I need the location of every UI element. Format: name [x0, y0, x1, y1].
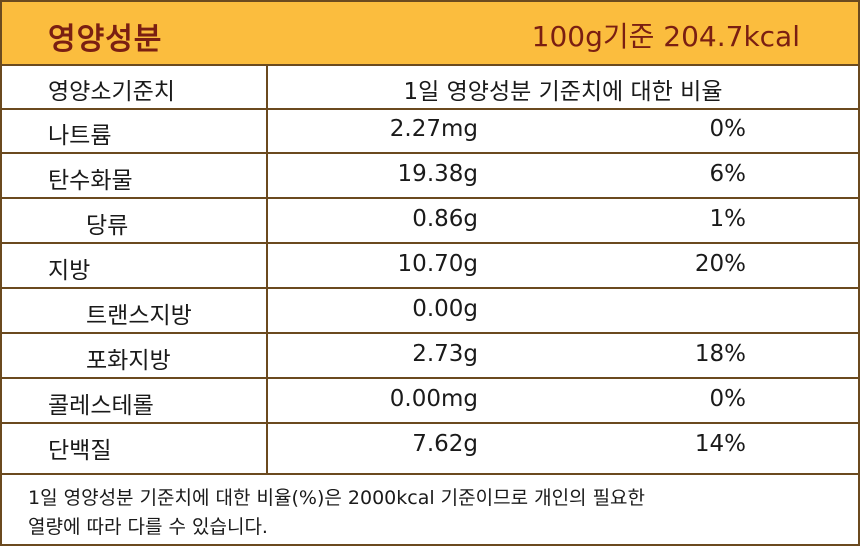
nutrient-name: 지방 — [48, 258, 91, 284]
nutrient-amount: 2.73g — [412, 341, 478, 367]
calorie-basis: 100g기준 204.7kcal — [531, 20, 800, 53]
table-row: 단백질 7.62g 14% — [2, 425, 858, 475]
nutrient-amount: 0.86g — [412, 206, 478, 232]
nutrient-name: 트랜스지방 — [86, 303, 192, 329]
table-row: 포화지방 2.73g 18% — [2, 335, 858, 379]
nutrient-percent: 14% — [694, 431, 746, 457]
nutrient-percent: 18% — [694, 341, 746, 367]
header-label: 영양소기준치 — [48, 79, 175, 105]
table-row: 지방 10.70g 20% — [2, 245, 858, 289]
table-row: 트랜스지방 0.00g — [2, 290, 858, 334]
nutrition-title: 영양성분 — [48, 22, 163, 57]
nutrient-amount: 19.38g — [397, 161, 478, 187]
nutrient-name: 단백질 — [48, 438, 112, 464]
nutrient-name: 포화지방 — [86, 348, 171, 374]
footnote-line: 1일 영양성분 기준치에 대한 비율(%)은 2000kcal 기준이므로 개인… — [28, 487, 646, 509]
table-header-row: 영양소기준치 1일 영양성분 기준치에 대한 비율 — [2, 66, 858, 110]
nutrient-percent: 0% — [709, 116, 747, 142]
nutrient-amount: 2.27mg — [389, 116, 478, 142]
header-ratio: 1일 영양성분 기준치에 대한 비율 — [403, 79, 723, 105]
nutrient-percent: 6% — [709, 161, 747, 187]
nutrient-name: 나트륨 — [48, 123, 112, 149]
nutrient-amount: 0.00g — [412, 296, 478, 322]
nutrient-name: 탄수화물 — [48, 168, 133, 194]
nutrient-percent: 0% — [709, 386, 747, 412]
footnote-line: 열량에 따라 다를 수 있습니다. — [28, 516, 268, 538]
table-row: 나트륨 2.27mg 0% — [2, 110, 858, 154]
nutrition-header: 영양성분 100g기준 204.7kcal — [2, 2, 858, 66]
nutrient-amount: 10.70g — [397, 251, 478, 277]
nutrient-amount: 7.62g — [412, 431, 478, 457]
table-row: 당류 0.86g 1% — [2, 200, 858, 244]
nutrient-percent: 20% — [694, 251, 746, 277]
table-row: 콜레스테롤 0.00mg 0% — [2, 380, 858, 424]
nutrient-percent: 1% — [709, 206, 747, 232]
nutrient-name: 콜레스테롤 — [48, 393, 154, 419]
nutrient-amount: 0.00mg — [389, 386, 478, 412]
footnote: 1일 영양성분 기준치에 대한 비율(%)은 2000kcal 기준이므로 개인… — [28, 484, 828, 542]
table-row: 탄수화물 19.38g 6% — [2, 155, 858, 199]
nutrient-name: 당류 — [86, 213, 129, 239]
column-divider — [266, 66, 268, 475]
